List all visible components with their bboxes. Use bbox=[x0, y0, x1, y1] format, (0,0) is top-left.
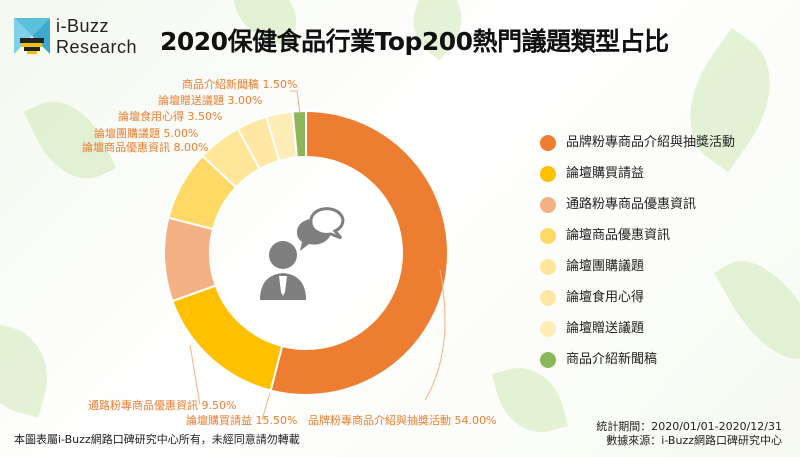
legend-swatch bbox=[540, 259, 556, 275]
legend-item: 論壇食用心得 bbox=[540, 290, 740, 306]
legend-item: 商品介紹新聞稿 bbox=[540, 352, 740, 368]
legend-swatch bbox=[540, 290, 556, 306]
bee-logo-icon bbox=[14, 18, 50, 54]
slice-2 bbox=[171, 284, 284, 392]
legend-item: 論壇商品優惠資訊 bbox=[540, 228, 740, 244]
legend-label: 商品介紹新聞稿 bbox=[566, 352, 658, 367]
data-label: 商品介紹新聞稿 1.50% bbox=[182, 77, 297, 91]
data-label: 通路粉專商品優惠資訊 9.50% bbox=[88, 398, 236, 412]
slice-1 bbox=[269, 109, 449, 396]
copyright-note: 本圖表屬i-Buzz網路口碑研究中心所有，未經同意請勿轉載 bbox=[14, 433, 300, 446]
legend-label: 論壇贈送議題 bbox=[566, 321, 645, 336]
legend-item: 論壇購買請益 bbox=[540, 166, 740, 182]
slice-8 bbox=[291, 109, 307, 159]
statistics-period: 統計期間：2020/01/01-2020/12/31 bbox=[596, 420, 782, 433]
legend-label: 論壇食用心得 bbox=[566, 290, 645, 305]
legend-swatch bbox=[540, 197, 556, 213]
brand-name: i-Buzz bbox=[56, 16, 110, 36]
slice-3 bbox=[163, 216, 217, 303]
chart-title: 2020保健食品行業Top200熱門議題類型占比 bbox=[160, 27, 669, 56]
data-label: 論壇團購議題 5.00% bbox=[94, 126, 198, 140]
data-label: 論壇贈送議題 3.00% bbox=[158, 93, 262, 107]
data-label: 論壇食用心得 3.50% bbox=[118, 109, 222, 123]
data-label: 論壇購買請益 15.50% bbox=[186, 413, 297, 427]
legend-label: 品牌粉專商品介紹與抽獎活動 bbox=[566, 135, 736, 150]
legend-item: 論壇贈送議題 bbox=[540, 321, 740, 337]
legend-swatch bbox=[540, 166, 556, 182]
data-label: 論壇商品優惠資訊 8.00% bbox=[82, 140, 208, 154]
legend-item: 通路粉專商品優惠資訊 bbox=[540, 197, 740, 213]
legend-label: 通路粉專商品優惠資訊 bbox=[566, 197, 697, 212]
donut-slices bbox=[163, 109, 449, 396]
data-source: 數據來源：i-Buzz網路口碑研究中心 bbox=[606, 434, 782, 447]
legend-swatch bbox=[540, 321, 556, 337]
leader-lines bbox=[189, 90, 446, 421]
legend-label: 論壇商品優惠資訊 bbox=[566, 228, 671, 243]
legend-item: 論壇團購議題 bbox=[540, 259, 740, 275]
brand-logo: i-Buzz Research bbox=[12, 14, 162, 60]
legend-label: 論壇購買請益 bbox=[566, 166, 645, 181]
leader-line bbox=[290, 90, 301, 114]
leader-line bbox=[261, 392, 271, 421]
brand-subname: Research bbox=[56, 37, 138, 57]
legend-swatch bbox=[540, 135, 556, 151]
legend: 品牌粉專商品介紹與抽獎活動 論壇購買請益通路粉專商品優惠資訊 論壇商品優惠資訊 論壇團… bbox=[540, 135, 740, 383]
data-label: 品牌粉專商品介紹與抽獎活動 54.00% bbox=[308, 413, 496, 427]
leader-line bbox=[189, 344, 201, 406]
legend-swatch bbox=[540, 228, 556, 244]
legend-label: 論壇團購議題 bbox=[566, 259, 645, 274]
leader-line bbox=[424, 269, 446, 401]
legend-item: 品牌粉專商品介紹與抽獎活動 bbox=[540, 135, 740, 151]
data-labels: 品牌粉專商品介紹與抽獎活動 54.00% 論壇購買請益 15.50%通路粉專商品優… bbox=[82, 77, 496, 427]
legend-swatch bbox=[540, 352, 556, 368]
person-chat-icon bbox=[260, 207, 345, 300]
